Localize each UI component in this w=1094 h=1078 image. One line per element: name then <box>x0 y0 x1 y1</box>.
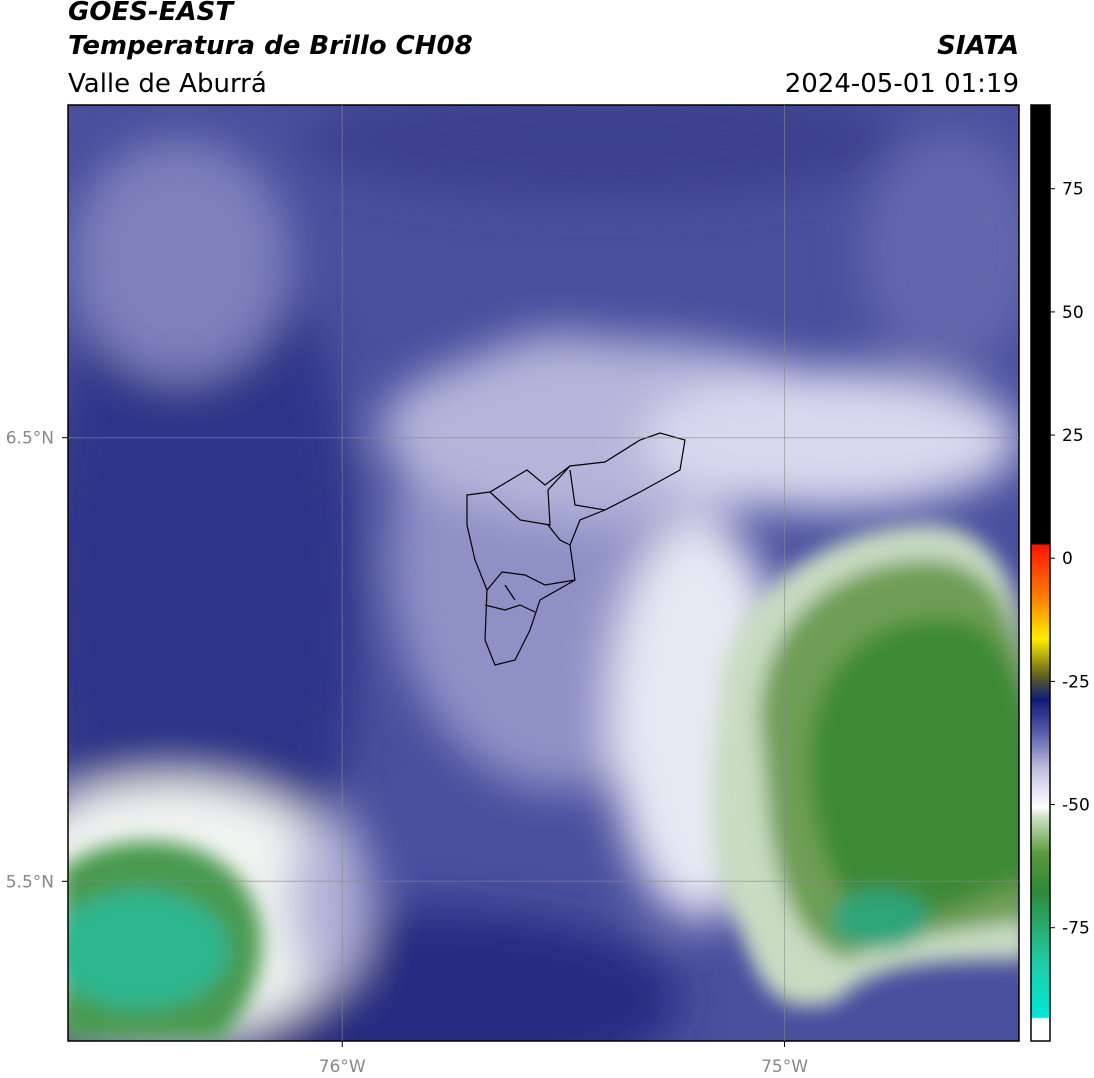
x-tick-label: 76°W <box>319 1057 366 1077</box>
colorbar-tick-label: -75 <box>1062 919 1090 939</box>
municipality-boundaries <box>466 432 686 666</box>
subtitle: Temperatura de Brillo CH08 <box>68 31 473 61</box>
colorbar-tick-label: 0 <box>1062 549 1073 569</box>
map-frame <box>67 104 1020 1042</box>
title: GOES-EAST <box>68 0 235 27</box>
y-tick-label: 6.5°N <box>6 429 54 449</box>
colorbar <box>1030 104 1051 1042</box>
source: SIATA <box>937 31 1019 61</box>
satellite-image <box>68 105 1019 1041</box>
x-tick-label: 75°W <box>761 1057 808 1077</box>
colorbar-tick-label: -50 <box>1062 796 1090 816</box>
colorbar-tick-label: 50 <box>1062 303 1084 323</box>
datetime: 2024-05-01 01:19 <box>785 69 1019 99</box>
colorbar-tick-label: 25 <box>1062 426 1084 446</box>
y-tick-label: 5.5°N <box>6 872 54 892</box>
colorbar-tick-label: 75 <box>1062 180 1084 200</box>
region: Valle de Aburrá <box>68 69 267 99</box>
colorbar-tick-label: -25 <box>1062 672 1090 692</box>
